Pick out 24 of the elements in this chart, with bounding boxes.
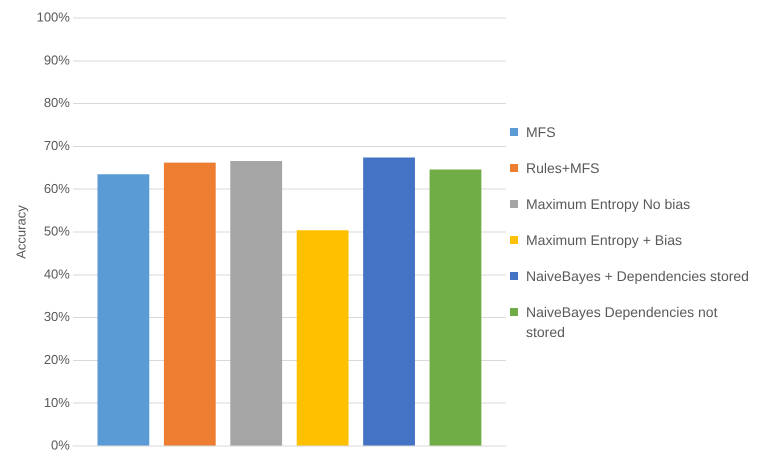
y-tick-label: 50% <box>44 224 70 239</box>
y-tick-label: 60% <box>44 180 70 196</box>
bar <box>430 170 482 446</box>
y-tick-label: 90% <box>44 52 70 68</box>
y-axis-title: Accuracy <box>13 204 28 259</box>
legend-label: NaiveBayes + Dependencies stored <box>526 267 749 286</box>
bar <box>164 162 216 446</box>
bar <box>296 230 349 446</box>
legend-label: Maximum Entropy No bias <box>526 195 690 214</box>
y-tick-label: 100% <box>36 10 70 25</box>
y-tick-label: 20% <box>44 352 70 367</box>
y-tick-label: 80% <box>44 95 70 110</box>
y-tick-label: 70% <box>44 138 70 153</box>
bar <box>230 160 282 446</box>
legend-label: MFS <box>526 123 556 142</box>
bar <box>363 158 415 446</box>
y-tick-label: 10% <box>44 394 70 410</box>
legend-label: Rules+MFS <box>526 159 600 178</box>
y-tick-label: 30% <box>44 309 70 324</box>
y-tick-label: 40% <box>44 266 70 282</box>
legend-label: NaiveBayes Dependencies not stored <box>526 303 718 342</box>
legend-label: Maximum Entropy + Bias <box>526 231 682 250</box>
y-tick-label: 0% <box>51 438 70 453</box>
bar <box>97 174 150 446</box>
